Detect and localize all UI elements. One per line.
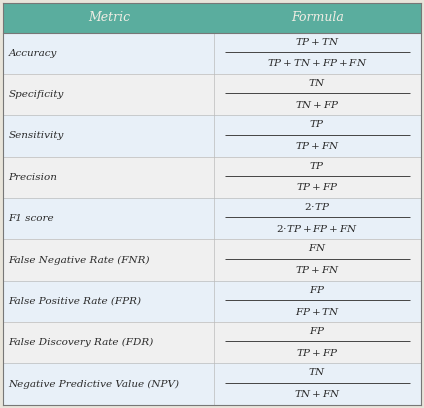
Text: $TN+FN$: $TN+FN$ <box>294 388 341 399</box>
Text: $TP+FP$: $TP+FP$ <box>296 347 339 358</box>
Bar <box>3 3 421 33</box>
Bar <box>3 239 421 281</box>
Text: Sensitivity: Sensitivity <box>8 131 64 140</box>
Bar <box>3 33 421 74</box>
Bar <box>3 322 421 364</box>
Text: $FN$: $FN$ <box>308 242 327 253</box>
Text: $TP$: $TP$ <box>310 118 325 129</box>
Text: F1 score: F1 score <box>8 214 54 223</box>
Text: $TP+FN$: $TP+FN$ <box>295 264 340 275</box>
Text: $TP+FN$: $TP+FN$ <box>295 140 340 151</box>
Text: Precision: Precision <box>8 173 57 182</box>
Text: $TN+FP$: $TN+FP$ <box>295 99 340 110</box>
Text: False Discovery Rate (FDR): False Discovery Rate (FDR) <box>8 338 154 347</box>
Text: $2{\cdot}TP+FP+FN$: $2{\cdot}TP+FP+FN$ <box>276 223 358 234</box>
Bar <box>3 364 421 405</box>
Text: $TP+TN+FP+FN$: $TP+TN+FP+FN$ <box>267 58 368 69</box>
Text: Negative Predictive Value (NPV): Negative Predictive Value (NPV) <box>8 379 179 389</box>
Text: $TP+TN$: $TP+TN$ <box>295 35 340 47</box>
Text: $TP$: $TP$ <box>310 160 325 171</box>
Text: False Negative Rate (FNR): False Negative Rate (FNR) <box>8 255 150 265</box>
Bar <box>3 198 421 239</box>
Text: $FP$: $FP$ <box>309 325 326 336</box>
Bar <box>3 115 421 157</box>
Text: $FP$: $FP$ <box>309 284 326 295</box>
Text: $FP+TN$: $FP+TN$ <box>295 306 340 317</box>
Text: Formula: Formula <box>291 11 344 24</box>
Text: Metric: Metric <box>88 11 130 24</box>
Text: Specificity: Specificity <box>8 90 64 99</box>
Text: $TP+FP$: $TP+FP$ <box>296 182 339 193</box>
Bar <box>3 281 421 322</box>
Text: $TN$: $TN$ <box>308 77 326 88</box>
Bar <box>3 74 421 115</box>
Text: $TN$: $TN$ <box>308 366 326 377</box>
Text: $2{\cdot}TP$: $2{\cdot}TP$ <box>304 201 330 212</box>
Bar <box>3 157 421 198</box>
Text: Accuracy: Accuracy <box>8 49 57 58</box>
Text: False Positive Rate (FPR): False Positive Rate (FPR) <box>8 297 142 306</box>
